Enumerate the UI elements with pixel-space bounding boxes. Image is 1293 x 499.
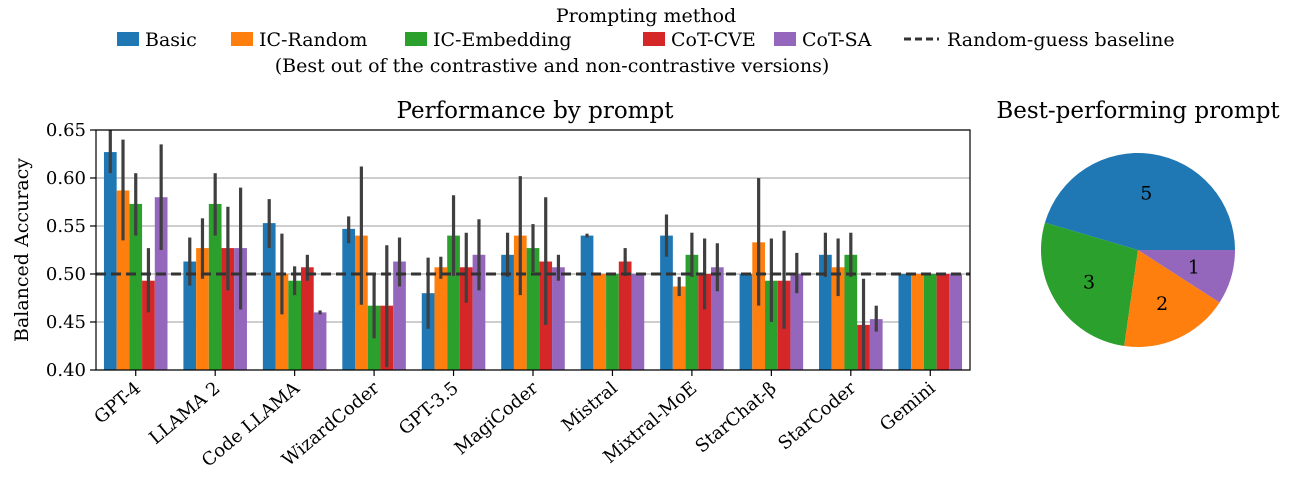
- pie-slice-basic: [1044, 153, 1235, 250]
- bar-cot-sa-6: [631, 274, 645, 370]
- bar-cot-cve-10: [936, 274, 950, 370]
- bar-basic-3: [342, 228, 356, 370]
- bar-basic-5: [501, 254, 514, 370]
- bar-cot-cve-0: [142, 280, 155, 370]
- bar-basic-0: [103, 152, 117, 370]
- bar-basic-1: [183, 261, 197, 370]
- pie-slice-label: 1: [1188, 256, 1200, 278]
- pie: 5 3 21: [1041, 153, 1235, 347]
- y-tick-label: 0.45: [46, 312, 86, 333]
- legend-label-0: Basic: [145, 29, 197, 51]
- bar-cot-sa-2: [313, 312, 327, 370]
- bar-ic-embedding-5: [526, 248, 540, 370]
- y-axis-label: Balanced Accuracy: [11, 158, 33, 342]
- bar-cot-sa-5: [552, 267, 565, 370]
- bar-ic-random-4: [434, 267, 448, 370]
- legend-swatch-1: [231, 32, 253, 46]
- bar-cot-cve-4: [459, 267, 473, 370]
- bar-ic-embedding-9: [844, 254, 858, 370]
- bar-ic-random-2: [275, 274, 289, 370]
- bar-cot-sa-7: [710, 267, 724, 370]
- bar-chart: Performance by prompt Balanced Accuracy …: [11, 98, 971, 472]
- bar-ic-embedding-4: [447, 235, 460, 370]
- legend-swatch-4: [774, 32, 796, 46]
- bar-ic-random-9: [831, 267, 845, 370]
- bar-basic-8: [739, 274, 753, 370]
- bar-ic-embedding-1: [208, 203, 222, 370]
- bar-ic-embedding-10: [923, 274, 937, 370]
- legend-label-4: CoT-SA: [802, 29, 872, 51]
- pie-chart: Best-performing prompt 5 3 21: [996, 98, 1280, 347]
- pie-slice-label: 5: [1140, 182, 1152, 204]
- x-tick-label: GPT-3.5: [395, 378, 463, 440]
- bar-cot-sa-3: [393, 261, 406, 370]
- bar-chart-title: Performance by prompt: [397, 98, 675, 124]
- bar-ic-random-0: [116, 190, 130, 370]
- x-tick-label: StarCoder: [774, 377, 860, 454]
- bar-cot-cve-6: [618, 261, 632, 370]
- bar-cot-cve-2: [300, 267, 314, 370]
- x-tick-label: LLAMA 2: [145, 378, 224, 449]
- bar-cot-sa-4: [472, 254, 486, 370]
- bar-ic-random-7: [672, 286, 686, 370]
- pie-slice-label: 2: [1156, 293, 1168, 315]
- bar-cot-sa-0: [154, 197, 168, 370]
- pie-slice-label: 3: [1083, 271, 1095, 293]
- x-tick-label: StarChat-β: [691, 378, 780, 458]
- legend-note: (Best out of the contrastive and non-con…: [275, 55, 830, 77]
- bars: [103, 152, 963, 370]
- legend-swatch-2: [405, 32, 427, 46]
- bar-basic-9: [819, 254, 832, 370]
- legend-swatch-0: [117, 32, 139, 46]
- y-ticks: 0.40 0.45 0.50 0.55 0.60 0.65: [46, 120, 96, 381]
- legend-title: Prompting method: [556, 5, 736, 27]
- y-tick-label: 0.55: [46, 216, 86, 237]
- x-tick-label: GPT-4: [90, 378, 145, 429]
- bar-ic-random-5: [513, 235, 527, 370]
- bar-ic-embedding-7: [685, 254, 699, 370]
- bar-ic-random-10: [911, 274, 924, 370]
- bar-basic-7: [660, 235, 673, 370]
- legend: Prompting method Basic IC-Random IC-Embedd…: [117, 5, 1175, 77]
- legend-label-3: CoT-CVE: [671, 29, 756, 51]
- y-tick-label: 0.65: [46, 120, 86, 141]
- legend-label-5: Random-guess baseline: [947, 29, 1175, 51]
- bar-ic-random-1: [196, 248, 209, 370]
- error-bars: [108, 130, 878, 370]
- x-tick-label: Gemini: [876, 378, 940, 436]
- bar-basic-2: [262, 223, 276, 370]
- y-tick-label: 0.60: [46, 168, 86, 189]
- y-tick-label: 0.40: [46, 360, 86, 381]
- bar-ic-embedding-8: [765, 280, 778, 370]
- x-tick-label: MagiCoder: [451, 377, 543, 459]
- bar-basic-10: [898, 274, 912, 370]
- pie-slice-ic-random: [1124, 250, 1220, 347]
- bar-cot-sa-8: [790, 274, 804, 370]
- legend-label-1: IC-Random: [259, 29, 367, 51]
- bar-ic-embedding-6: [606, 274, 619, 370]
- pie-slice-cot-sa: [1138, 250, 1235, 303]
- pie-chart-title: Best-performing prompt: [996, 98, 1280, 124]
- bar-cot-sa-10: [949, 274, 963, 370]
- bar-ic-embedding-0: [129, 203, 143, 370]
- x-tick-label: Mistral: [558, 378, 622, 437]
- bar-basic-6: [580, 235, 594, 370]
- bar-ic-random-6: [593, 274, 607, 370]
- pie-slice-ic-embedding: [1041, 222, 1138, 347]
- legend-swatch-3: [643, 32, 665, 46]
- legend-label-2: IC-Embedding: [433, 29, 572, 51]
- legend-items: Basic IC-Random IC-Embedding CoT-CVE CoT-SA R…: [117, 29, 1175, 51]
- bar-cot-sa-9: [869, 319, 883, 370]
- bar-ic-embedding-2: [288, 280, 301, 370]
- bar-cot-cve-1: [221, 248, 235, 370]
- bar-basic-4: [421, 293, 435, 370]
- y-tick-label: 0.50: [46, 264, 86, 285]
- bar-cot-cve-7: [698, 274, 711, 370]
